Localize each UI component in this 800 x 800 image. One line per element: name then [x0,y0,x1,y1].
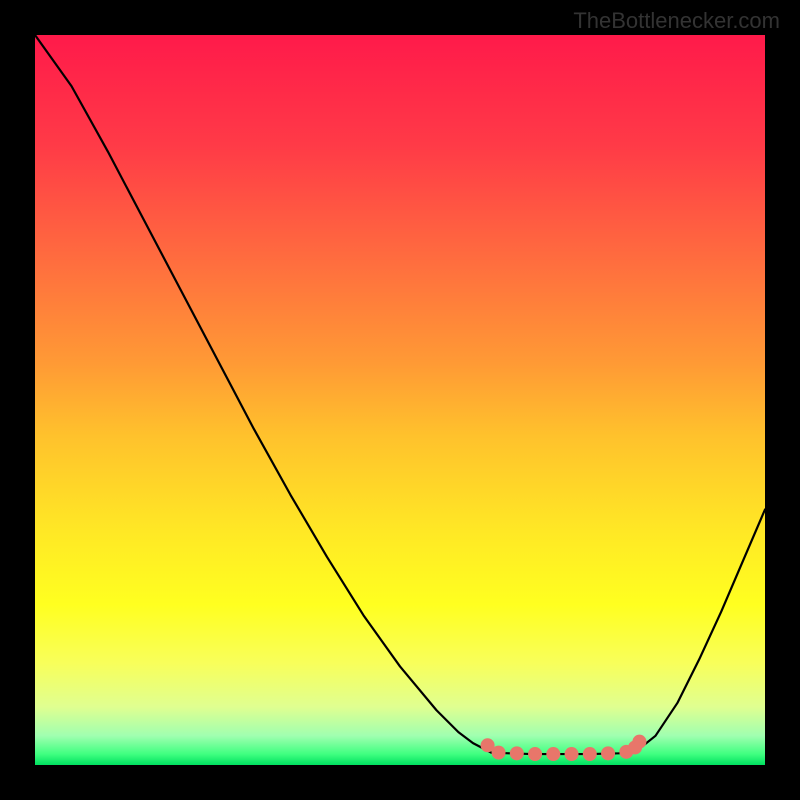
marker-point [565,747,579,761]
marker-point [601,746,615,760]
watermark-text: TheBottlenecker.com [573,8,780,34]
marker-point [492,746,506,760]
marker-point [632,735,646,749]
chart-svg [35,35,765,765]
chart-background [35,35,765,765]
marker-point [583,747,597,761]
marker-point [510,746,524,760]
chart-container [35,35,765,765]
marker-point [528,747,542,761]
marker-point [546,747,560,761]
